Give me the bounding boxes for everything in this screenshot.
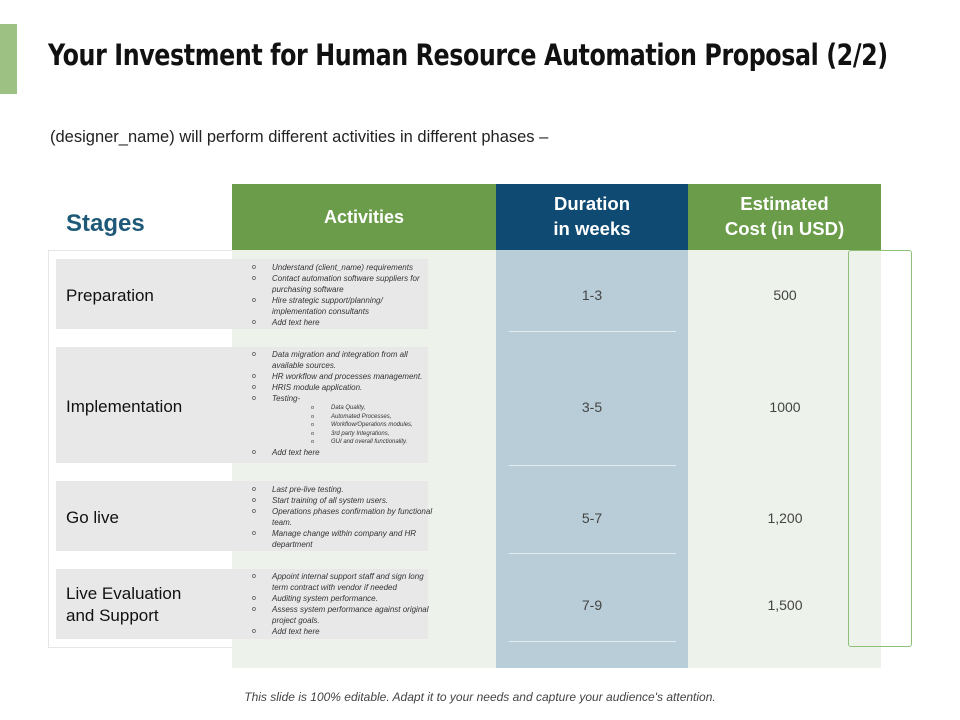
duration-value-implementation: 3-5 <box>581 399 603 415</box>
duration-value-preparation: 1-3 <box>581 287 603 303</box>
activity-item: Assess system performance against origin… <box>252 604 436 626</box>
stage-name-implementation: Implementation <box>66 397 183 416</box>
cost-bracket-outline <box>848 250 912 647</box>
activity-item-label: Testing- <box>272 394 301 403</box>
testing-sub-item: Workflow/Operations modules, <box>311 421 436 430</box>
cost-header-line2: Cost (in USD) <box>724 218 845 239</box>
activity-item: Manage change within company and HR depa… <box>252 528 436 550</box>
activity-item: Appoint internal support staff and sign … <box>252 571 436 593</box>
activities-list-go-live: Last pre-live testing. Start training of… <box>252 484 436 550</box>
stage-name-go-live: Go live <box>66 508 119 527</box>
stage-name-preparation: Preparation <box>66 286 154 305</box>
activity-item: HR workflow and processes management. <box>252 371 436 382</box>
cost-header: Estimated Cost (in USD) <box>688 184 881 250</box>
cost-value-live-evaluation: 1,500 <box>767 597 803 613</box>
testing-sub-item: GUI and overall functionality. <box>311 438 436 447</box>
title-accent-bar <box>0 24 17 94</box>
activity-item: Auditing system performance. <box>252 593 436 604</box>
stages-heading: Stages <box>66 210 145 237</box>
slide-title: Your Investment for Human Resource Autom… <box>48 38 888 72</box>
stage-name-live-evaluation: Live Evaluation and Support <box>66 583 181 627</box>
duration-header-line1: Duration <box>553 193 631 215</box>
duration-separator <box>509 553 676 554</box>
activity-item: Contact automation software suppliers fo… <box>252 273 436 295</box>
activity-item: Last pre-live testing. <box>252 484 436 495</box>
activity-item: Add text here <box>252 317 436 328</box>
activity-item: HRIS module application. <box>252 382 436 393</box>
activities-header-label: Activities <box>323 206 405 227</box>
activity-item: Hire strategic support/planning/ impleme… <box>252 295 436 317</box>
duration-separator <box>509 465 676 466</box>
activities-list-implementation: Data migration and integration from all … <box>252 349 436 458</box>
activities-list-preparation: Understand (client_name) requirements Co… <box>252 262 436 328</box>
activity-item: Start training of all system users. <box>252 495 436 506</box>
activities-list-live-evaluation: Appoint internal support staff and sign … <box>252 571 436 637</box>
testing-sub-item: Automated Processes, <box>311 413 436 422</box>
activity-item: Operations phases confirmation by functi… <box>252 506 436 528</box>
stage-name-line2: and Support <box>66 606 159 626</box>
stage-name-line1: Live Evaluation <box>66 584 182 603</box>
duration-separator <box>509 331 676 332</box>
activities-header: Activities <box>232 184 496 250</box>
duration-header: Duration in weeks <box>496 184 688 250</box>
duration-value-go-live: 5-7 <box>581 510 603 526</box>
duration-value-live-evaluation: 7-9 <box>581 597 603 613</box>
cost-header-line1: Estimated <box>740 193 829 215</box>
activity-item: Data migration and integration from all … <box>252 349 436 371</box>
cost-value-go-live: 1,200 <box>767 510 803 526</box>
slide-subtitle: (designer_name) will perform different a… <box>50 128 549 146</box>
cost-value-implementation: 1000 <box>769 399 801 415</box>
activity-item: Understand (client_name) requirements <box>252 262 436 273</box>
testing-sub-item: Data Quality, <box>311 404 436 413</box>
testing-sub-list: Data Quality, Automated Processes, Workf… <box>272 404 436 447</box>
footer-note: This slide is 100% editable. Adapt it to… <box>244 690 716 704</box>
activity-item: Add text here <box>252 447 436 458</box>
duration-separator <box>509 641 676 642</box>
activity-item: Testing- Data Quality, Automated Process… <box>252 393 436 447</box>
cost-value-preparation: 500 <box>773 287 797 303</box>
duration-column-background <box>496 250 688 668</box>
activity-item: Add text here <box>252 626 436 637</box>
testing-sub-item: 3rd party Integrations, <box>311 430 436 439</box>
duration-header-line2: in weeks <box>553 218 631 239</box>
